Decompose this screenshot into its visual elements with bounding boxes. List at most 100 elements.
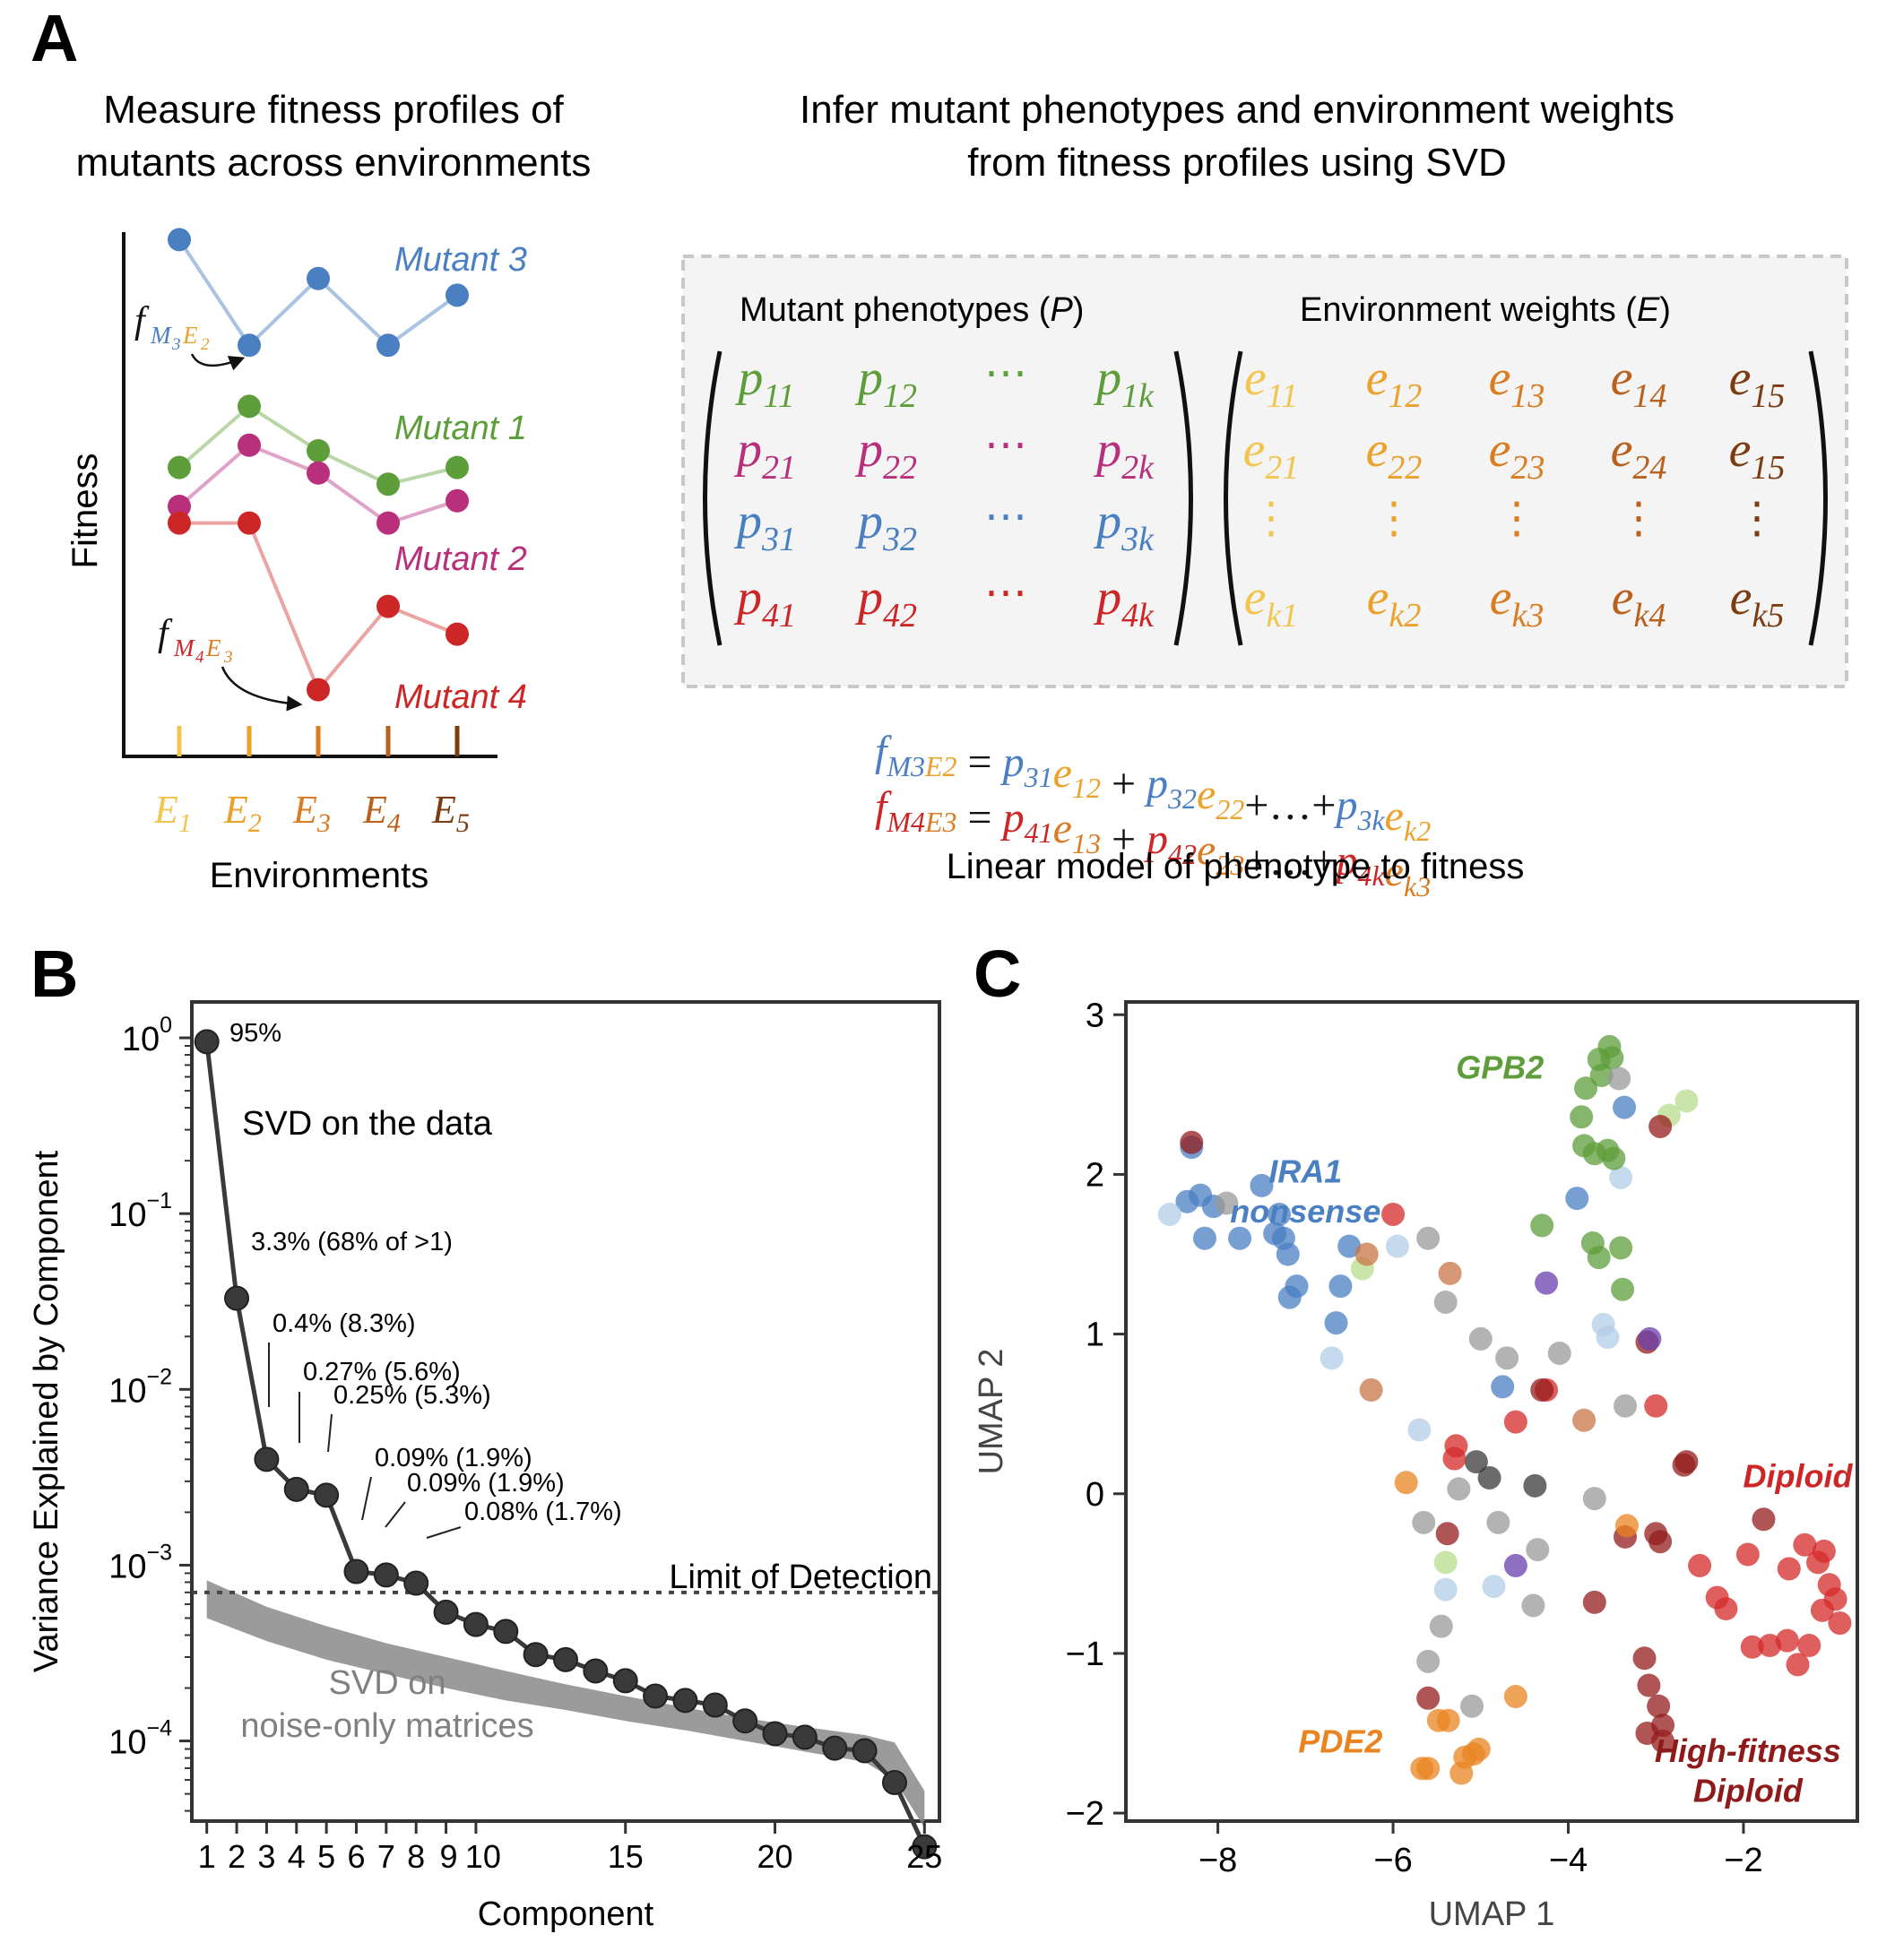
scatter-series: [1530, 1034, 1635, 1301]
umap-point: [1460, 1694, 1484, 1718]
x-axis-label: UMAP 1: [1429, 1895, 1555, 1933]
noise-label-line1: SVD on: [329, 1664, 446, 1702]
umap-point: [1410, 1757, 1434, 1781]
umap-point: [1648, 1114, 1673, 1138]
y-tick-label: 2: [1086, 1156, 1104, 1194]
mutant-phenotype-matrix: p11 p12 ⋯ p1k p21 p22 ⋯ p2k p31 p32 ⋯ p3k p41 p42 ⋯ p4k: [733, 350, 1155, 635]
umap-point: [1416, 1649, 1441, 1673]
umap-point: [1436, 1708, 1460, 1732]
x-tick-label: −4: [1549, 1842, 1588, 1879]
panel-b: B 10−4 10−3 10−2 10−1 100 1 2 3 4 5 6 7 8 9 10 15 20 25 Co…: [28, 937, 942, 1933]
e-matrix-left-paren: [1224, 350, 1243, 646]
umap-point: [1407, 1418, 1432, 1442]
env-label: E4: [362, 788, 401, 838]
panel-c: C −8 −6 −4 −2 −2 −1 0 1 2 3 UMAP 1 UMAP 2 IRA1 nonsen…: [973, 937, 1859, 1933]
x-tick-label: −8: [1198, 1842, 1237, 1879]
umap-point: [1714, 1597, 1738, 1621]
data-point: [553, 1646, 578, 1672]
y-tick-label: −1: [1066, 1636, 1104, 1673]
env-label: E3: [292, 788, 331, 838]
e-matrix-cell: e15: [1729, 350, 1786, 415]
umap-point: [1412, 1510, 1436, 1534]
umap-point: [1503, 1685, 1527, 1709]
umap-point: [1180, 1130, 1204, 1154]
data-point: [643, 1683, 669, 1709]
x-tick-label: 20: [757, 1838, 792, 1875]
umap-point: [1438, 1261, 1462, 1285]
p-matrix-cell: p22: [854, 422, 917, 487]
annot-sub-e-index: 3: [223, 648, 233, 667]
group-label: Diploid: [1744, 1458, 1854, 1495]
umap-point: [1587, 1246, 1611, 1270]
data-point: [881, 1769, 907, 1795]
data-point: [463, 1611, 489, 1637]
e-matrix-cell: e22: [1366, 422, 1423, 487]
mutant-label: Mutant 4: [394, 678, 527, 716]
equation-m3e2: fM3E2 = p31e12 + p32e22+…+p3kek2: [875, 728, 1431, 847]
e-matrix-cell: e23: [1489, 422, 1545, 487]
matrix-e-title: Environment weights (E): [1300, 291, 1671, 329]
e-matrix-cell: ek3: [1490, 570, 1545, 635]
y-tick-label: 10−2: [108, 1364, 172, 1410]
variance-annotation: 0.25% (5.3%): [333, 1381, 491, 1410]
matrix-ellipsis: ⋯: [984, 421, 1027, 469]
umap-point: [1433, 1577, 1458, 1602]
umap-point: [1614, 1394, 1638, 1418]
umap-point: [1523, 1473, 1547, 1498]
umap-point: [1547, 1341, 1571, 1365]
umap-point: [1570, 1105, 1594, 1129]
umap-point: [1535, 1271, 1559, 1295]
umap-point: [1530, 1377, 1554, 1402]
fitness-point: [376, 594, 400, 618]
fitness-point: [307, 678, 330, 702]
umap-point: [1526, 1538, 1550, 1562]
umap-point: [1828, 1611, 1852, 1636]
fitness-point: [168, 511, 191, 535]
umap-point: [1433, 1550, 1458, 1575]
umap-point: [1735, 1542, 1760, 1567]
data-point: [612, 1668, 638, 1694]
umap-point: [1416, 1226, 1441, 1250]
umap-point: [1385, 1234, 1409, 1258]
umap-point: [1758, 1634, 1782, 1658]
mutant-profiles: Mutant 3 Mutant 1 Mutant 2 Mutant 4: [168, 228, 527, 716]
umap-point: [1495, 1346, 1519, 1370]
data-point: [493, 1619, 519, 1645]
x-tick-label: −2: [1724, 1842, 1762, 1879]
x-tick-label: 4: [288, 1838, 306, 1875]
umap-point: [1647, 1694, 1671, 1718]
umap-point: [1674, 1089, 1699, 1113]
umap-point: [1688, 1553, 1712, 1577]
umap-point: [1503, 1553, 1527, 1577]
x-tick-label: −6: [1373, 1842, 1412, 1879]
umap-point: [1611, 1277, 1635, 1301]
left-title-line2: mutants across environments: [76, 141, 592, 185]
panel-a-letter: A: [30, 1, 78, 75]
umap-point: [1277, 1285, 1302, 1309]
x-tick-label: 5: [317, 1838, 335, 1875]
umap-point: [1268, 1202, 1292, 1226]
data-point: [283, 1476, 309, 1502]
data-point: [732, 1708, 758, 1734]
umap-point: [1632, 1646, 1657, 1671]
fitness-point: [238, 433, 261, 457]
scatter-series: [1503, 1271, 1662, 1577]
variance-annotation: 0.08% (1.7%): [464, 1498, 622, 1526]
fitness-axis-label: Fitness: [65, 453, 105, 569]
x-tick-label: 6: [347, 1838, 365, 1875]
umap-point: [1442, 1446, 1467, 1471]
scatter-series: [1394, 1471, 1639, 1785]
environments-axis-label: Environments: [210, 856, 429, 895]
p-matrix-cell: p42: [854, 570, 917, 635]
y-tick-label: 10−1: [108, 1188, 172, 1234]
x-tick-label: 8: [407, 1838, 425, 1875]
annot-sub-m: M: [150, 322, 172, 349]
fitness-point: [238, 394, 261, 419]
umap-point: [1468, 1326, 1493, 1351]
umap-point: [1638, 1326, 1662, 1351]
annotation-leader: [327, 1413, 333, 1453]
mutant-label: Mutant 3: [394, 241, 527, 279]
y-tick-label: 0: [1086, 1476, 1104, 1514]
umap-point: [1381, 1202, 1406, 1226]
